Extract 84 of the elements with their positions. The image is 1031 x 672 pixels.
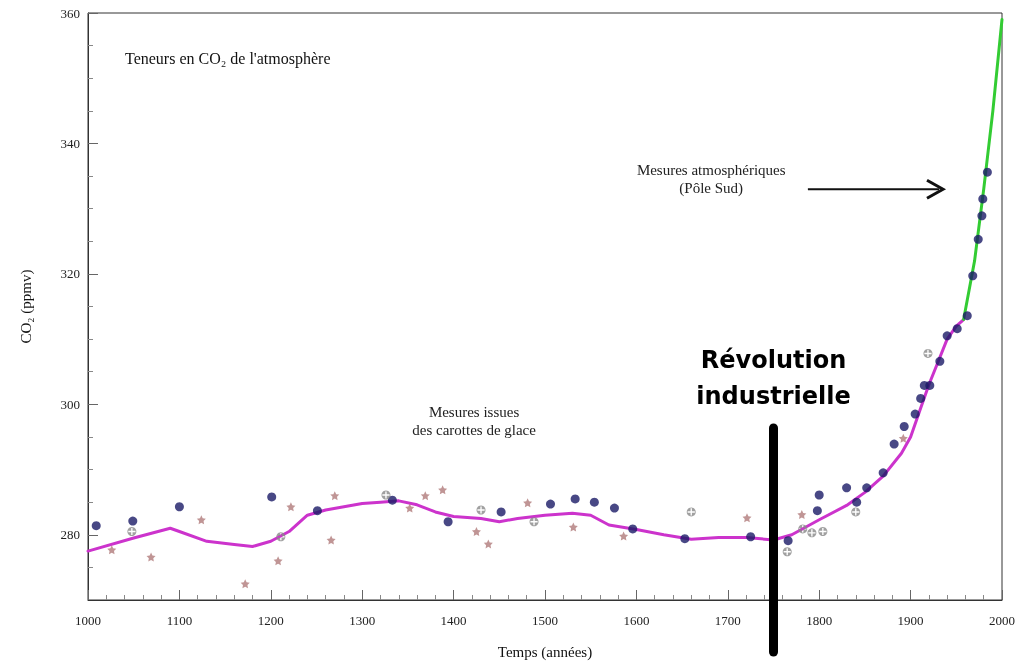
point: [680, 534, 690, 544]
point: [405, 503, 415, 513]
point: [387, 495, 397, 505]
point: [925, 380, 935, 390]
y-tick-label: 280: [60, 527, 80, 543]
point: [852, 497, 862, 507]
point: [127, 527, 137, 537]
point: [128, 516, 138, 526]
point: [471, 527, 481, 537]
point: [962, 311, 972, 321]
point: [174, 502, 184, 512]
x-tick-label: 1800: [806, 613, 833, 628]
x-tick-label: 1900: [897, 613, 924, 628]
point: [898, 433, 908, 443]
point: [977, 211, 987, 221]
point: [916, 393, 926, 403]
point: [619, 531, 629, 541]
line-series: [962, 18, 1004, 322]
y-tick-label: 360: [60, 5, 80, 21]
text: Teneurs en CO₂ de l'atmosphère: [125, 49, 331, 68]
point: [814, 490, 824, 500]
point: [798, 524, 808, 534]
point: [420, 491, 430, 501]
x-tick-label: 1300: [349, 613, 376, 628]
y-tick-label: 320: [60, 266, 80, 282]
point: [312, 506, 322, 516]
x-tick-label: 1200: [257, 613, 284, 628]
point: [807, 528, 817, 538]
point: [91, 521, 101, 531]
point: [842, 483, 852, 493]
ref-line-label: Révolution industrielle: [696, 346, 851, 410]
point: [609, 503, 619, 513]
point: [742, 513, 752, 523]
point: [782, 547, 792, 557]
point: [968, 271, 978, 281]
x-tick-label: 1600: [623, 613, 650, 628]
x-tick-label: 1500: [532, 613, 558, 628]
point: [628, 524, 638, 534]
point: [942, 331, 952, 341]
point: [952, 324, 962, 334]
point: [797, 510, 807, 520]
point: [878, 468, 888, 478]
point: [523, 498, 533, 508]
point: [146, 552, 156, 562]
point: [746, 532, 756, 542]
x-tick-label: 1000: [75, 613, 101, 628]
point: [570, 494, 580, 504]
point: [496, 507, 506, 517]
x-axis-title: Temps (années): [497, 643, 593, 661]
point: [978, 194, 988, 204]
point: [568, 522, 578, 532]
x-tick-label: 1700: [714, 613, 741, 628]
point: [107, 545, 117, 555]
y-axis-title: CO₂ (ppmv): [17, 269, 35, 344]
point: [812, 506, 822, 516]
point: [240, 579, 250, 589]
point: [589, 497, 599, 507]
point: [286, 502, 296, 512]
point: [483, 539, 493, 549]
x-tick-label: 2000: [989, 613, 1015, 628]
point: [818, 527, 828, 537]
point: [973, 234, 983, 244]
point: [438, 485, 448, 495]
point: [330, 491, 340, 501]
point: [196, 515, 206, 525]
y-tick-label: 340: [60, 135, 80, 151]
annotation: Mesures issues des carottes de glace: [412, 403, 536, 440]
point: [783, 536, 793, 546]
x-tick-label: 1100: [166, 613, 193, 628]
point: [910, 409, 920, 419]
point: [276, 532, 286, 542]
y-tick-label: 300: [60, 396, 80, 412]
point: [889, 439, 899, 449]
point: [545, 499, 555, 509]
point: [267, 492, 277, 502]
annotation: Mesures atmosphériques (Pôle Sud): [636, 161, 786, 198]
point: [982, 167, 992, 177]
point: [862, 483, 872, 493]
point: [326, 535, 336, 545]
point: [935, 356, 945, 366]
x-tick-label: 1400: [440, 613, 467, 628]
point: [899, 422, 909, 432]
point: [443, 517, 453, 527]
point: [273, 556, 283, 566]
